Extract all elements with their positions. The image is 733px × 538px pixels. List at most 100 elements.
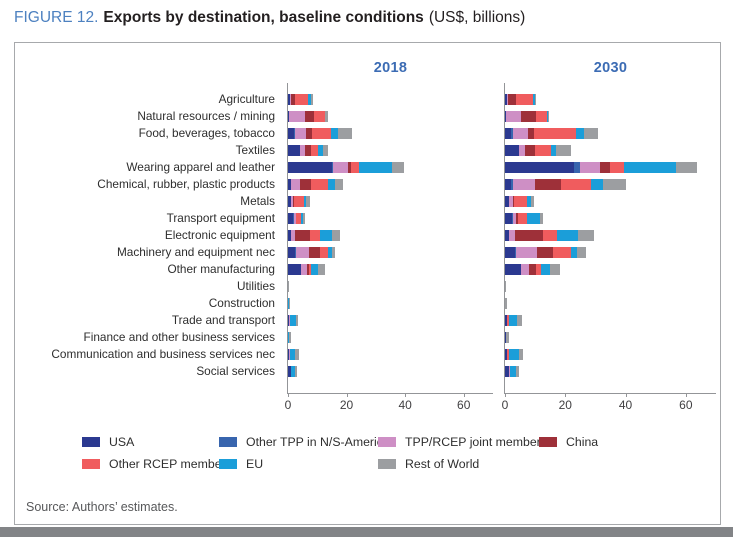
- axis-tick: [565, 393, 567, 397]
- bar-row: [288, 244, 493, 261]
- bar-segment: [513, 196, 527, 207]
- bar-row: [288, 210, 493, 227]
- bar-segment: [580, 162, 600, 173]
- bar-segment: [309, 264, 312, 275]
- bar-segment: [324, 111, 326, 122]
- bar-segment: [332, 247, 336, 258]
- bar-segment: [311, 179, 328, 190]
- bar-segment: [290, 230, 296, 241]
- bar-segment: [561, 179, 592, 190]
- bar-row: [505, 346, 716, 363]
- bars-2018: [288, 91, 493, 380]
- bottom-divider: [0, 527, 733, 537]
- bar-segment: [507, 349, 509, 360]
- bar-segment: [303, 213, 305, 224]
- bar-row: [505, 295, 716, 312]
- bar-segment: [288, 128, 294, 139]
- bar-segment: [505, 315, 507, 326]
- figure-number: FIGURE 12.: [14, 9, 99, 26]
- bar-segment: [675, 162, 697, 173]
- axis-tick: [346, 393, 348, 397]
- legend-item: EU: [219, 457, 378, 471]
- bar-segment: [288, 213, 293, 224]
- figure-unit-note: (US$, billions): [428, 9, 526, 26]
- legend-item: TPP/RCEP joint members: [378, 435, 547, 449]
- bar-segment: [514, 230, 543, 241]
- bar-segment: [304, 145, 311, 156]
- bar-segment: [505, 145, 519, 156]
- bar-row: [505, 142, 716, 159]
- bar-segment: [599, 162, 611, 173]
- bar-row: [505, 159, 716, 176]
- axis-tick-label: 40: [398, 398, 412, 412]
- bar-row: [505, 176, 716, 193]
- chart-frame: Agriculture Natural resources / mining Foo…: [14, 42, 721, 525]
- legend-item: Rest of World: [378, 457, 539, 471]
- bar-segment: [293, 196, 304, 207]
- bar-segment: [311, 264, 319, 275]
- bar-row: [288, 261, 493, 278]
- bar-segment: [290, 196, 293, 207]
- bar-segment: [288, 349, 290, 360]
- bar-segment: [290, 366, 295, 377]
- category-label: Chemical, rubber, plastic products: [97, 177, 275, 191]
- bar-row: [505, 91, 716, 108]
- bar-segment: [313, 111, 325, 122]
- legend-swatch-icon: [219, 437, 237, 447]
- bar-segment: [295, 349, 299, 360]
- bar-segment: [303, 196, 306, 207]
- bar-row: [505, 210, 716, 227]
- bar-segment: [295, 247, 310, 258]
- bar-segment: [506, 315, 508, 326]
- legend-item: Other RCEP members: [82, 457, 232, 471]
- bar-segment: [288, 264, 301, 275]
- bar-segment: [508, 94, 516, 105]
- bar-row: [505, 363, 716, 380]
- bar-row: [288, 159, 493, 176]
- bar-segment: [289, 349, 290, 360]
- bar-segment: [358, 162, 393, 173]
- axis-tick-label: 0: [284, 398, 292, 412]
- bar-segment: [508, 349, 519, 360]
- axis-tick: [288, 393, 289, 397]
- bar-segment: [288, 111, 305, 122]
- bar-segment: [505, 128, 512, 139]
- bar-segment: [532, 94, 535, 105]
- bar-row: [505, 312, 716, 329]
- bar-segment: [505, 332, 506, 343]
- bar-segment: [305, 196, 310, 207]
- axis-tick-label: 40: [618, 398, 633, 412]
- bar-segment: [320, 247, 329, 258]
- bar-segment: [526, 196, 531, 207]
- category-label: Transport equipment: [166, 211, 275, 225]
- bar-segment: [570, 247, 577, 258]
- bar-segment: [307, 264, 310, 275]
- bar-segment: [547, 111, 548, 122]
- bar-segment: [295, 213, 302, 224]
- bar-row: [288, 295, 493, 312]
- panel-2018: 2018 0 20 40 60: [285, 60, 493, 412]
- bar-segment: [509, 315, 518, 326]
- bar-segment: [520, 264, 529, 275]
- bar-row: [288, 329, 493, 346]
- category-label: Communication and business services nec: [51, 347, 275, 361]
- category-label: Electronic equipment: [164, 228, 275, 242]
- bar-segment: [505, 111, 506, 122]
- bar-segment: [505, 213, 512, 224]
- bar-segment: [292, 213, 294, 224]
- bar-segment: [288, 247, 296, 258]
- bar-row: [288, 363, 493, 380]
- category-label: Metals: [240, 194, 275, 208]
- bar-segment: [530, 196, 535, 207]
- bar-row: [288, 91, 493, 108]
- bar-segment: [288, 179, 291, 190]
- bar-segment: [505, 298, 508, 309]
- bar-segment: [551, 145, 557, 156]
- bar-segment: [515, 94, 533, 105]
- bar-row: [505, 261, 716, 278]
- category-label: Construction: [208, 296, 275, 310]
- legend-label: TPP/RCEP joint members: [405, 435, 547, 449]
- category-label: Wearing apparel and leather: [126, 160, 275, 174]
- bar-row: [288, 142, 493, 159]
